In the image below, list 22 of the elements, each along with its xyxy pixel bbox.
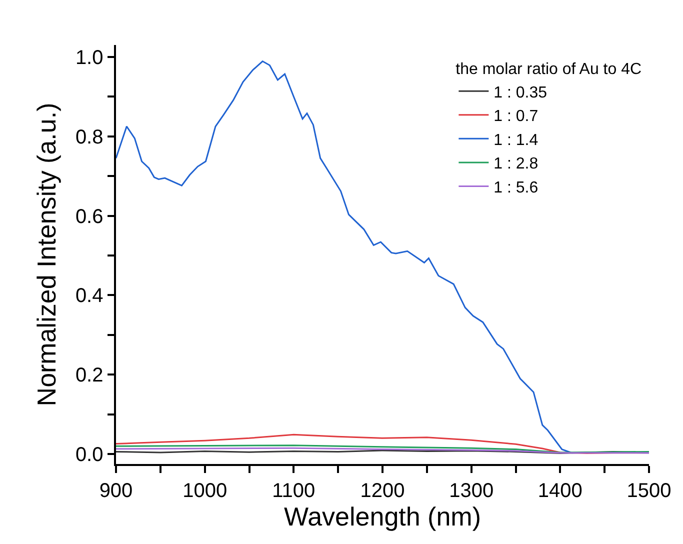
legend-label: 1 : 2.8 (494, 156, 538, 173)
legend-label: 1 : 1.4 (494, 132, 538, 149)
y-tick-label: 0.0 (75, 444, 104, 466)
y-axis-title: Normalized Intensity (a.u.) (31, 102, 62, 406)
legend-label: 1 : 0.7 (494, 108, 538, 126)
y-tick-label: 0.2 (75, 364, 104, 387)
x-tick-label: 1400 (538, 480, 582, 502)
x-tick-label: 1000 (182, 480, 228, 502)
legend-title: the molar ratio of Au to 4C (456, 61, 642, 78)
x-tick-label: 1500 (626, 480, 672, 502)
y-tick-label: 0.8 (75, 126, 104, 148)
x-tick-label: 1100 (272, 480, 316, 502)
y-tick-label: 0.6 (75, 206, 104, 228)
line-series (116, 444, 649, 454)
legend-label: 1 : 0.35 (494, 84, 548, 102)
legend-label: 1 : 5.6 (494, 180, 538, 197)
x-tick-label: 1200 (360, 480, 405, 502)
x-tick-label: 1300 (449, 480, 494, 502)
y-tick-label: 1.0 (75, 46, 104, 69)
y-tick-label: 0.4 (75, 285, 104, 308)
x-tick-label: 900 (99, 480, 133, 502)
x-axis-title: Wavelength (nm) (284, 502, 481, 532)
